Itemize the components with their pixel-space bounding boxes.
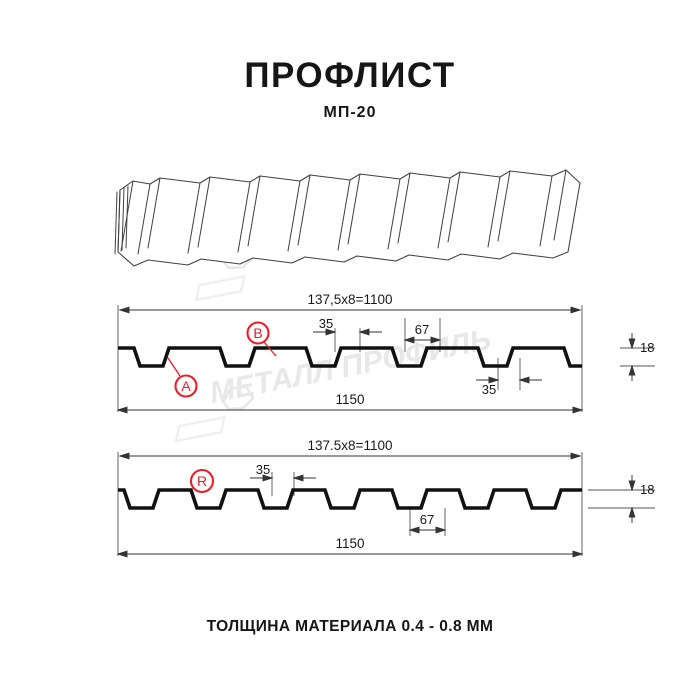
figure-profile-ribs-up: 137,5x8=1100 1150 35	[116, 292, 655, 414]
watermark-logo-icon	[221, 244, 255, 411]
callout-marker-b: B	[246, 321, 277, 357]
dimension-rib-top-35	[313, 328, 382, 336]
watermark-text: МЕТАЛЛ ПРОФИЛЬ	[210, 182, 497, 269]
figure-profile-ribs-down: 137.5x8=1100 1150 35	[116, 438, 655, 558]
dimension-label-overall-bottom: 1150	[335, 392, 364, 407]
dimension-label-height-18: 18	[640, 340, 654, 355]
dimension-label-overall-bottom: 1150	[335, 536, 364, 551]
dimension-overall-bottom	[116, 406, 584, 414]
callout-label-b: B	[253, 325, 262, 341]
dimension-height-18	[628, 475, 636, 523]
callout-marker-a: A	[167, 357, 198, 398]
watermark-text: МЕТАЛЛ ПРОФИЛЬ	[207, 323, 494, 410]
dimension-rib-top-35	[250, 474, 316, 482]
dimension-label-rib-bottom-35: 35	[482, 382, 496, 397]
dimension-overall-top	[118, 452, 582, 460]
profile-outline-ribs-up	[118, 346, 582, 368]
dimension-pitch-67	[408, 526, 447, 534]
watermark-group: МЕТАЛЛ ПРОФИЛЬ МЕТАЛЛ ПРОФИЛЬ	[174, 182, 497, 443]
dimension-overall-top	[118, 306, 582, 314]
dimension-label-overall-top: 137.5x8=1100	[308, 438, 393, 453]
dimension-label-pitch-67: 67	[415, 322, 429, 337]
dimension-overall-bottom	[116, 550, 584, 558]
dimension-extension-lines	[117, 305, 655, 412]
material-thickness-note: ТОЛЩИНА МАТЕРИАЛА 0.4 - 0.8 ММ	[206, 618, 494, 635]
callout-marker-r: R	[189, 468, 215, 494]
dimension-label-height-18: 18	[640, 482, 654, 497]
dimension-label-rib-top-35: 35	[256, 462, 270, 477]
isometric-profile-sheet	[114, 169, 581, 267]
dimension-label-pitch-67: 67	[420, 512, 434, 527]
dimension-label-overall-top: 137,5x8=1100	[308, 292, 393, 307]
dimension-rib-bottom-35	[476, 376, 542, 384]
dimension-extension-lines	[117, 452, 655, 556]
dimension-pitch-67	[403, 336, 442, 344]
callout-label-a: A	[181, 378, 191, 394]
dimension-label-rib-top-35: 35	[319, 316, 333, 331]
profile-outline-ribs-down	[118, 488, 582, 510]
watermark-logo-bar-icon	[174, 274, 246, 443]
product-model-subtitle: МП-20	[323, 104, 377, 121]
dimension-height-18	[628, 333, 636, 381]
callout-label-r: R	[197, 473, 207, 489]
page-title: ПРОФЛИСТ	[244, 56, 456, 95]
